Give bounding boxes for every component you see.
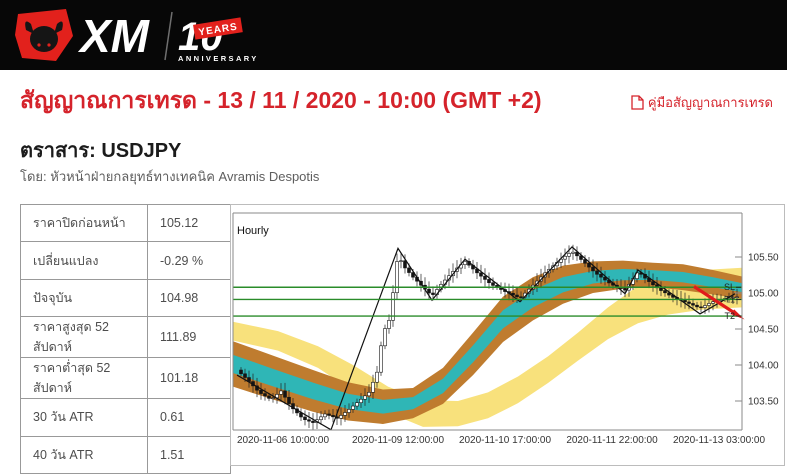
price-chart-svg: SL T1 T2 105.50 105.00 104.50 104.00 103.50 2020…: [230, 204, 785, 466]
stat-value: 105.12: [147, 203, 231, 243]
sell-arrow: [693, 285, 745, 320]
anniversary-text: ANNIVERSARY: [178, 54, 259, 63]
stats-table: ราคาปิดก่อนหน้า 105.12 เปลี่ยนแปลง -0.29 % ป…: [20, 203, 231, 474]
stat-value: 104.98: [147, 278, 231, 318]
level-label-t2: T2: [724, 311, 735, 321]
signal-levels: [233, 286, 742, 317]
years-ribbon: YEARS: [193, 17, 243, 40]
instrument-title: ตราสาร: USDJPY: [20, 140, 182, 162]
y-tick-label: 104.50: [748, 325, 779, 336]
stat-label: 30 วัน ATR: [20, 398, 148, 437]
zigzag-line: [236, 246, 736, 430]
stat-value: 101.18: [147, 357, 231, 400]
stat-value: 0.61: [147, 398, 231, 437]
price-chart: SL T1 T2 105.50 105.00 104.50 104.00 103.50 2020…: [230, 204, 785, 466]
stat-value: -0.29 %: [147, 241, 231, 280]
manual-link[interactable]: คู่มือสัญญาณการเทรด: [631, 92, 773, 113]
pdf-icon: [631, 95, 644, 110]
stat-label: 40 วัน ATR: [20, 435, 148, 474]
x-tick-label: 2020-11-09 12:00:00: [352, 435, 445, 446]
x-tick-label: 2020-11-10 17:00:00: [459, 435, 552, 446]
table-row: ปัจจุบัน 104.98: [20, 278, 231, 318]
manual-link-label: คู่มือสัญญาณการเทรด: [647, 95, 773, 110]
xm-logo: XM 10 YEARS ANNIVERSARY: [15, 9, 259, 63]
timeframe-label: Hourly: [237, 225, 269, 237]
stat-value: 111.89: [147, 316, 231, 359]
table-row: ราคาปิดก่อนหน้า 105.12: [20, 203, 231, 243]
bull-emblem-icon: [15, 9, 73, 61]
page-title: สัญญาณการเทรด - 13 / 11 / 2020 - 10:00 (…: [20, 87, 542, 113]
candles-layer: [239, 244, 739, 430]
brand-text: XM: [77, 10, 151, 62]
stat-label: ราคาสูงสุด 52 สัปดาห์: [20, 316, 148, 359]
table-row: ราคาสูงสุด 52 สัปดาห์ 111.89: [20, 316, 231, 359]
y-axis: 105.50 105.00 104.50 104.00 103.50: [735, 253, 779, 408]
level-label-sl: SL: [724, 282, 735, 292]
stats-table-body: ราคาปิดก่อนหน้า 105.12 เปลี่ยนแปลง -0.29 % ป…: [20, 203, 231, 474]
teal-band: [233, 269, 742, 414]
level-label-t1: T1: [724, 294, 735, 304]
plot-frame: [230, 204, 785, 466]
table-row: 30 วัน ATR 0.61: [20, 398, 231, 437]
stat-label: เปลี่ยนแปลง: [20, 241, 148, 280]
plot-area: [233, 244, 742, 430]
y-tick-label: 103.50: [748, 397, 779, 408]
y-tick-label: 105.50: [748, 253, 779, 264]
y-tick-label: 104.00: [748, 361, 779, 372]
stat-label: ปัจจุบัน: [20, 278, 148, 318]
header-bar: XM 10 YEARS ANNIVERSARY: [0, 0, 787, 70]
table-row: 40 วัน ATR 1.51: [20, 435, 231, 474]
y-tick-label: 105.00: [748, 289, 779, 300]
table-row: เปลี่ยนแปลง -0.29 %: [20, 241, 231, 280]
author-line: โดย: หัวหน้าฝ่ายกลยุทธ์ทางเทคนิค Avramis…: [20, 169, 320, 184]
x-axis: 2020-11-06 10:00:00 2020-11-09 12:00:00 20…: [237, 435, 766, 446]
stat-label: ราคาต่ำสุด 52 สัปดาห์: [20, 357, 148, 400]
x-tick-label: 2020-11-06 10:00:00: [237, 435, 330, 446]
stat-value: 1.51: [147, 435, 231, 474]
x-tick-label: 2020-11-11 22:00:00: [566, 435, 658, 446]
x-tick-label: 2020-11-13 03:00:00: [673, 435, 766, 446]
stat-label: ราคาปิดก่อนหน้า: [20, 203, 148, 243]
logo-divider: [164, 11, 173, 61]
table-row: ราคาต่ำสุด 52 สัปดาห์ 101.18: [20, 357, 231, 400]
